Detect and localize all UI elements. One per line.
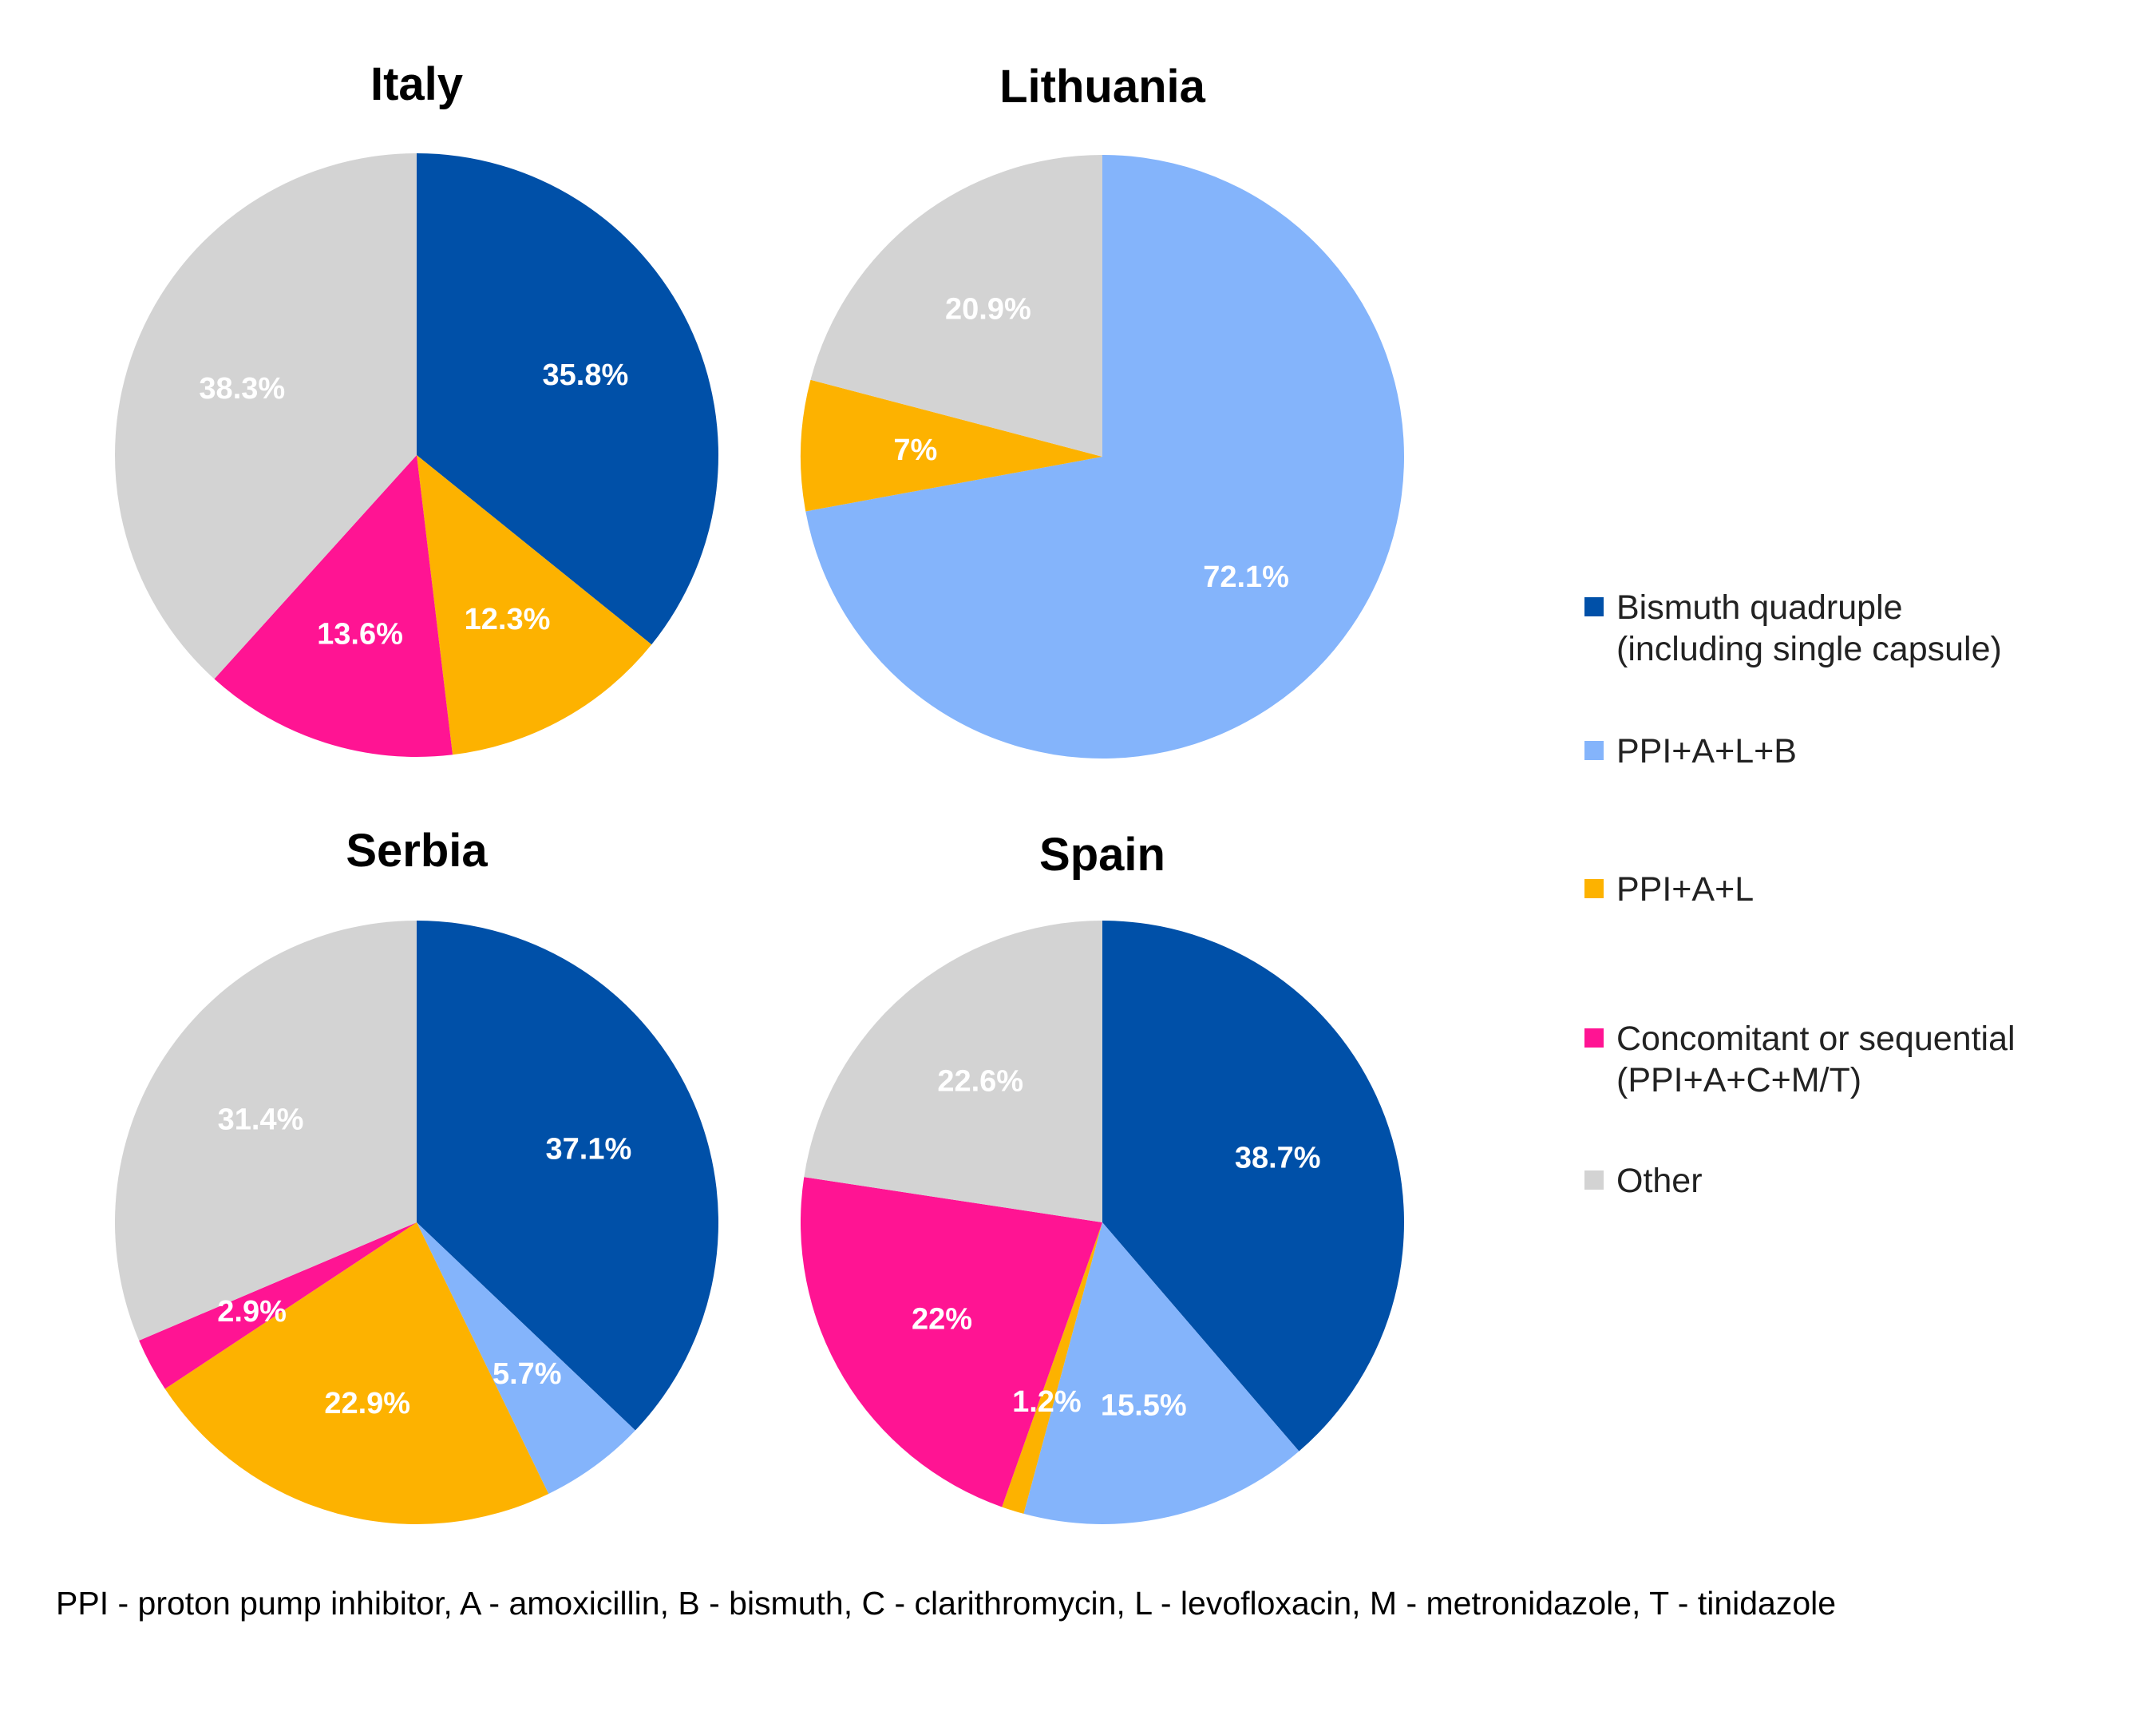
data-label-italy-other: 38.3%: [199, 372, 285, 406]
legend-swatch-other: [1584, 1170, 1604, 1190]
slice-lithuania-other: [810, 155, 1102, 457]
data-label-serbia-other: 31.4%: [218, 1103, 304, 1137]
legend-item-other: Other: [1584, 1162, 1703, 1200]
pie-charts-group: Italy 35.8% 12.3% 13.6% 38.3% Lithuania 72.1% 7…: [114, 58, 1405, 1525]
slice-spain-concomitant-or-sequential: [800, 1177, 1102, 1507]
data-label-spain-concomitant-or-sequential: 22%: [912, 1303, 972, 1337]
legend-item-bismuth-quadruple: Bismuth quadruple(including single capsu…: [1584, 588, 2002, 668]
legend: Bismuth quadruple(including single capsu…: [1584, 588, 2016, 1200]
slice-italy-ppi-a-l: [417, 455, 652, 755]
slice-lithuania-ppi-a-l: [800, 379, 1102, 512]
legend-swatch-concomitant-or-sequential: [1584, 1028, 1604, 1048]
legend-label-ppi-a-l: PPI+A+L: [1616, 870, 1754, 909]
slice-serbia-ppi-a-l: [164, 1222, 549, 1525]
chart-title-italy: Italy: [370, 58, 463, 110]
slice-serbia-other: [114, 921, 417, 1341]
slice-spain-ppi-a-l: [1002, 1222, 1102, 1514]
data-label-lithuania-ppi-a-l: 7%: [893, 434, 937, 467]
slice-lithuania-ppi-a-l-b: [805, 155, 1405, 759]
footnote: PPI - proton pump inhibitor, A - amoxici…: [56, 1585, 1836, 1622]
data-label-italy-ppi-a-l: 12.3%: [465, 603, 551, 636]
slice-italy-bismuth-quadruple: [417, 153, 719, 645]
legend-item-concomitant-or-sequential: Concomitant or sequential(PPI+A+C+M/T): [1584, 1020, 2016, 1099]
data-label-spain-ppi-a-l: 1.2%: [1012, 1385, 1082, 1419]
chart-title-serbia: Serbia: [346, 825, 488, 877]
legend-swatch-ppi-a-l: [1584, 879, 1604, 898]
legend-label-concomitant-or-sequential: Concomitant or sequential: [1616, 1020, 2016, 1058]
slice-spain-ppi-a-l-b: [1023, 1222, 1300, 1524]
data-label-serbia-ppi-a-l-b: 5.7%: [493, 1357, 562, 1391]
slice-spain-bismuth-quadruple: [1102, 921, 1404, 1452]
legend-label-other: Other: [1616, 1162, 1703, 1200]
slice-italy-other: [114, 153, 417, 679]
legend-label-concomitant-or-sequential-line-2: (PPI+A+C+M/T): [1616, 1061, 1861, 1099]
legend-label-bismuth-quadruple: Bismuth quadruple: [1616, 588, 1903, 627]
data-label-spain-ppi-a-l-b: 15.5%: [1101, 1389, 1187, 1423]
data-label-lithuania-other: 20.9%: [945, 292, 1031, 326]
slice-serbia-bismuth-quadruple: [417, 921, 719, 1431]
pie-spain: Spain 38.7% 15.5% 1.2% 22% 22.6%: [800, 829, 1404, 1524]
data-label-spain-bismuth-quadruple: 38.7%: [1235, 1142, 1321, 1175]
data-label-italy-concomitant-or-sequential: 13.6%: [317, 617, 403, 651]
slice-italy-concomitant-or-sequential: [214, 455, 453, 758]
chart-title-lithuania: Lithuania: [999, 61, 1206, 113]
slice-serbia-concomitant-or-sequential: [139, 1222, 417, 1389]
legend-item-ppi-a-l-b: PPI+A+L+B: [1584, 732, 1797, 770]
chart-title-spain: Spain: [1039, 829, 1165, 881]
pie-italy: Italy 35.8% 12.3% 13.6% 38.3%: [114, 58, 719, 758]
data-label-serbia-concomitant-or-sequential: 2.9%: [217, 1295, 287, 1329]
slice-serbia-ppi-a-l-b: [417, 1222, 635, 1494]
data-label-serbia-bismuth-quadruple: 37.1%: [546, 1133, 632, 1166]
data-label-italy-bismuth-quadruple: 35.8%: [543, 358, 629, 392]
data-label-serbia-ppi-a-l: 22.9%: [324, 1387, 410, 1420]
data-label-lithuania-ppi-a-l-b: 72.1%: [1203, 560, 1289, 594]
pie-lithuania: Lithuania 72.1% 7% 20.9%: [800, 61, 1405, 759]
legend-swatch-bismuth-quadruple: [1584, 597, 1604, 616]
slice-spain-other: [804, 921, 1102, 1222]
legend-label-ppi-a-l-b: PPI+A+L+B: [1616, 732, 1797, 770]
legend-label-bismuth-quadruple-line-2: (including single capsule): [1616, 630, 2002, 668]
legend-swatch-ppi-a-l-b: [1584, 741, 1604, 760]
data-label-spain-other: 22.6%: [937, 1064, 1023, 1098]
pie-serbia: Serbia 37.1% 5.7% 22.9% 2.9% 31.4%: [114, 825, 719, 1525]
legend-item-ppi-a-l: PPI+A+L: [1584, 870, 1754, 909]
